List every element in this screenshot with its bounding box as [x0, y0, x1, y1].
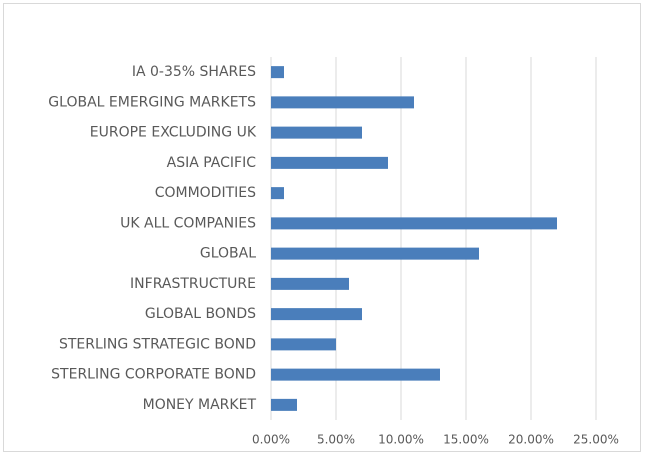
y-tick-label: ASIA PACIFIC — [167, 155, 257, 171]
bar — [271, 187, 284, 200]
bar — [271, 96, 414, 109]
y-tick-label: COMMODITIES — [155, 185, 256, 201]
y-tick-label: GLOBAL — [200, 246, 256, 262]
y-tick-label: GLOBAL BONDS — [145, 306, 256, 322]
y-tick-label: IA 0-35% SHARES — [132, 64, 256, 80]
y-tick-label: UK ALL COMPANIES — [120, 215, 256, 231]
bar — [271, 308, 362, 321]
x-tick-label: 0.00% — [252, 433, 290, 447]
y-tick-label: MONEY MARKET — [143, 397, 257, 413]
x-tick-label: 25.00% — [573, 433, 619, 447]
y-tick-label: GLOBAL EMERGING MARKETS — [48, 94, 256, 110]
bar — [271, 156, 388, 169]
y-tick-label: STERLING STRATEGIC BOND — [59, 336, 256, 352]
bar — [271, 66, 284, 79]
y-tick-label: INFRASTRUCTURE — [130, 276, 256, 292]
x-tick-label: 15.00% — [443, 433, 489, 447]
bar — [271, 338, 336, 351]
bar — [271, 217, 557, 230]
x-tick-label: 5.00% — [317, 433, 355, 447]
bar — [271, 247, 479, 260]
x-tick-label: 10.00% — [378, 433, 424, 447]
bar — [271, 277, 349, 290]
bar — [271, 126, 362, 139]
x-tick-label: 20.00% — [508, 433, 554, 447]
y-tick-label: EUROPE EXCLUDING UK — [90, 125, 257, 141]
y-tick-label: STERLING CORPORATE BOND — [51, 367, 256, 383]
bar — [271, 398, 297, 411]
bar — [271, 368, 440, 381]
